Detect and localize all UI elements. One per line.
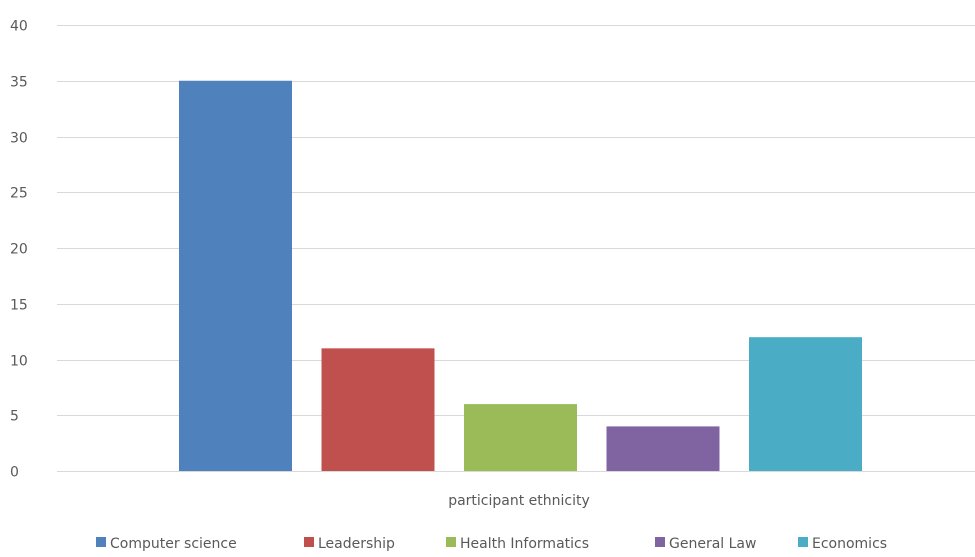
bar-computer-science xyxy=(179,80,292,471)
legend-label: General Law xyxy=(669,536,756,552)
y-tick-label: 0 xyxy=(10,465,19,481)
bar-health-informatics xyxy=(464,404,577,471)
bars xyxy=(179,80,862,471)
bar-leadership xyxy=(321,348,435,471)
legend-label: Computer science xyxy=(110,536,237,552)
legend-label: Economics xyxy=(812,536,887,552)
y-tick-label: 5 xyxy=(10,409,19,425)
y-tick-label: 25 xyxy=(10,186,28,202)
y-tick-label: 30 xyxy=(10,131,28,147)
legend-swatch xyxy=(304,537,314,547)
legend-item: General Law xyxy=(655,536,756,552)
bar-general-law xyxy=(606,426,720,471)
y-axis-ticks: 0 5 10 15 20 25 30 35 40 xyxy=(10,19,28,481)
legend-swatch xyxy=(446,537,456,547)
legend-swatch xyxy=(96,537,106,547)
y-tick-label: 40 xyxy=(10,19,28,35)
legend-item: Computer science xyxy=(96,536,237,552)
y-tick-label: 20 xyxy=(10,242,28,258)
legend-label: Leadership xyxy=(318,536,395,552)
legend-swatch xyxy=(798,537,808,547)
legend-label: Health Informatics xyxy=(460,536,589,552)
bar-economics xyxy=(749,337,862,471)
legend-swatch xyxy=(655,537,665,547)
x-axis-label: participant ethnicity xyxy=(448,493,590,509)
y-tick-label: 35 xyxy=(10,75,28,91)
y-tick-label: 10 xyxy=(10,354,28,370)
legend-item: Health Informatics xyxy=(446,536,589,552)
legend-item: Economics xyxy=(798,536,887,552)
y-tick-label: 15 xyxy=(10,298,28,314)
legend: Computer science Leadership Health Informa… xyxy=(96,536,887,552)
legend-item: Leadership xyxy=(304,536,395,552)
